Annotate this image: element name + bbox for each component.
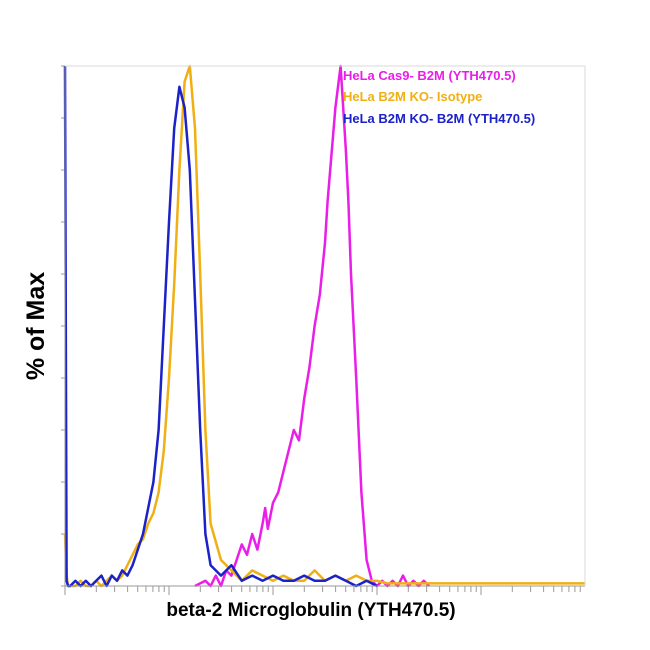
legend-entry-2: HeLa B2M KO- Isotype xyxy=(343,89,482,104)
legend: HeLa Cas9- B2M (YTH470.5) HeLa B2M KO- Is… xyxy=(343,68,535,126)
legend-entry-1: HeLa Cas9- B2M (YTH470.5) xyxy=(343,68,516,83)
series-line-1 xyxy=(194,64,430,588)
series-line-2 xyxy=(63,64,585,588)
y-axis-title: % of Max xyxy=(22,272,50,380)
series-layer xyxy=(63,64,585,588)
x-axis-title: beta-2 Microglobulin (YTH470.5) xyxy=(166,600,455,621)
axis-ticks xyxy=(61,65,581,595)
series-line-3 xyxy=(63,65,378,588)
legend-entry-3: HeLa B2M KO- B2M (YTH470.5) xyxy=(343,111,535,126)
